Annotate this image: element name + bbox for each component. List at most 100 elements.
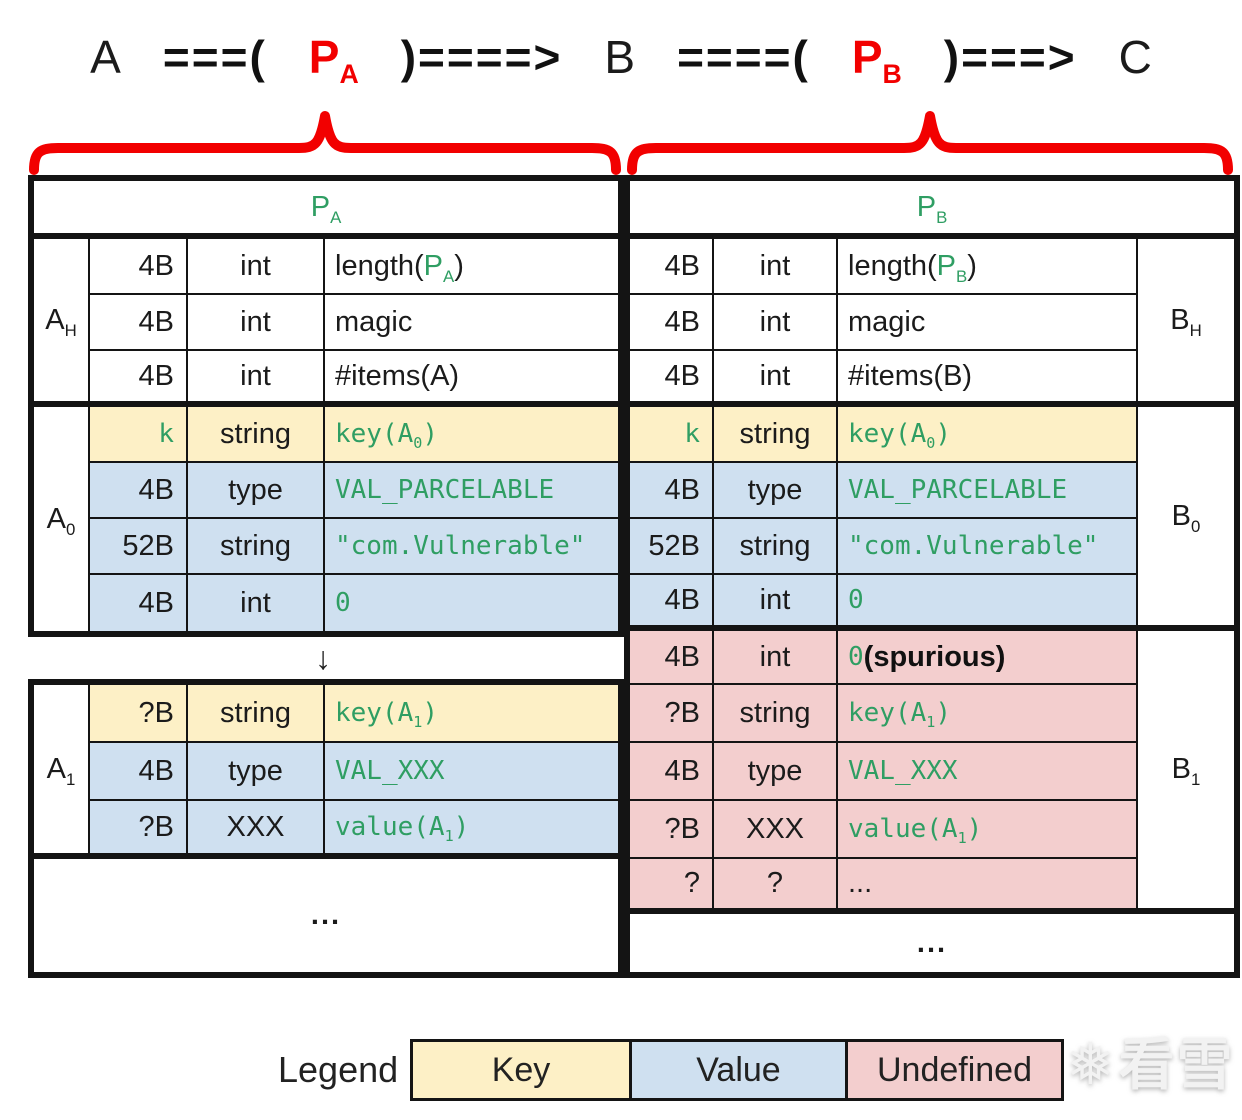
cell-size: ?B — [90, 801, 188, 859]
text-segment: magic — [848, 305, 926, 338]
cell-desc: key(A1) — [838, 685, 1138, 743]
cell-desc: VAL_PARCELABLE — [325, 463, 618, 519]
flow-title-segment: A — [90, 34, 121, 80]
text-segment: string — [739, 696, 811, 729]
cell-size: 4B — [630, 295, 714, 351]
cell-desc: #items(B) — [838, 351, 1138, 407]
section-label: A0 — [34, 407, 90, 631]
cell-size: 4B — [90, 351, 188, 407]
cell-type: int — [714, 295, 838, 351]
cell-size: 4B — [90, 239, 188, 295]
cell-type: int — [714, 631, 838, 685]
text-segment: PB — [916, 190, 948, 227]
cell-desc: key(A0) — [325, 407, 618, 463]
cell-type: int — [188, 295, 325, 351]
cell-size: 4B — [630, 463, 714, 519]
text-segment: ===( — [162, 31, 267, 83]
text-segment: int — [240, 586, 271, 619]
cell-desc: "com.Vulnerable" — [838, 519, 1138, 575]
text-segment: XXX — [226, 810, 285, 843]
cell-type: type — [188, 743, 325, 801]
text-segment: int — [240, 249, 271, 282]
cell-desc: 0 — [838, 575, 1138, 631]
text-segment: B0 — [1171, 499, 1201, 536]
cell-type: type — [714, 463, 838, 519]
text-segment: (spurious) — [863, 640, 1006, 673]
text-segment: ?B — [664, 812, 700, 845]
down-arrow-icon: ↓ — [315, 639, 331, 676]
cell-type: string — [188, 685, 325, 743]
text-segment: B — [604, 31, 636, 83]
flow-title-segment: )===> — [944, 34, 1077, 80]
flow-title-segment: C — [1119, 34, 1152, 80]
text-segment: 0 — [848, 585, 864, 615]
text-segment: A0 — [46, 502, 76, 539]
cell-size: ?B — [90, 685, 188, 743]
legend-item-key: Key — [413, 1042, 629, 1098]
text-segment: key(A1) — [848, 698, 952, 732]
cell-desc: 0 (spurious) — [838, 631, 1138, 685]
text-segment: 4B — [664, 305, 700, 338]
cell-size: 4B — [630, 239, 714, 295]
parcel-tables: PA AH 4B int length(PA) 4B int magic 4B int #items… — [28, 175, 1240, 978]
text-segment: "com.Vulnerable" — [848, 531, 1099, 561]
cell-size: ? — [630, 859, 714, 914]
cell-desc: magic — [838, 295, 1138, 351]
legend: Legend Key Value Undefined — [0, 1038, 1242, 1102]
text-segment: ?B — [664, 696, 700, 729]
text-segment: k — [684, 419, 700, 449]
text-segment: int — [240, 359, 271, 392]
cell-desc: VAL_XXX — [325, 743, 618, 801]
cell-type: int — [188, 351, 325, 407]
text-segment: k — [158, 419, 174, 449]
text-segment: ) — [454, 249, 464, 282]
text-segment: PA — [310, 190, 342, 227]
cell-type: type — [188, 463, 325, 519]
text-segment: 4B — [664, 249, 700, 282]
text-segment: 52B — [648, 529, 700, 562]
flow-title-segment: B — [604, 34, 635, 80]
right-overbrace — [627, 111, 1233, 175]
text-segment: PA — [423, 249, 455, 286]
cell-type: XXX — [188, 801, 325, 859]
legend-item-value: Value — [629, 1042, 845, 1098]
cell-desc: key(A1) — [325, 685, 618, 743]
flow-title-segment: )====> — [401, 34, 563, 80]
text-segment: 4B — [138, 586, 174, 619]
text-segment: A1 — [46, 752, 76, 789]
text-segment: int — [759, 640, 791, 673]
text-segment: int — [759, 249, 791, 282]
text-segment: magic — [335, 305, 413, 338]
text-segment: string — [739, 417, 811, 450]
parcel-table-pa-top: PA AH 4B int length(PA) 4B int magic 4B int #items… — [28, 175, 624, 637]
flow-title-segment: ====( — [677, 34, 810, 80]
text-segment: VAL_XXX — [848, 756, 958, 786]
text-segment: string — [220, 696, 291, 729]
left-overbrace — [29, 111, 621, 175]
text-segment: PA — [308, 31, 359, 90]
cell-size: 4B — [90, 295, 188, 351]
cell-type: type — [714, 743, 838, 801]
text-segment: ... — [848, 867, 873, 899]
cell-desc: length(PA) — [325, 239, 618, 295]
cell-type: string — [714, 519, 838, 575]
legend-label: Legend — [278, 1049, 399, 1090]
cell-desc: value(A1) — [325, 801, 618, 859]
text-segment: VAL_XXX — [335, 756, 445, 786]
watermark: ❅ 看雪 — [1066, 1036, 1235, 1094]
text-segment: XXX — [745, 812, 805, 845]
text-segment: ... — [310, 899, 342, 931]
text-segment: string — [220, 417, 291, 450]
cell-size: 4B — [630, 575, 714, 631]
cell-size: 4B — [630, 351, 714, 407]
text-segment: ?B — [138, 810, 174, 843]
arrow-row: ↓ — [28, 637, 618, 679]
text-segment: 52B — [122, 529, 174, 562]
cell-desc: VAL_PARCELABLE — [838, 463, 1138, 519]
cell-size: 52B — [630, 519, 714, 575]
table-header: PA — [34, 181, 618, 239]
text-segment: type — [747, 473, 803, 506]
cell-type: int — [714, 351, 838, 407]
text-segment: 4B — [138, 754, 174, 787]
